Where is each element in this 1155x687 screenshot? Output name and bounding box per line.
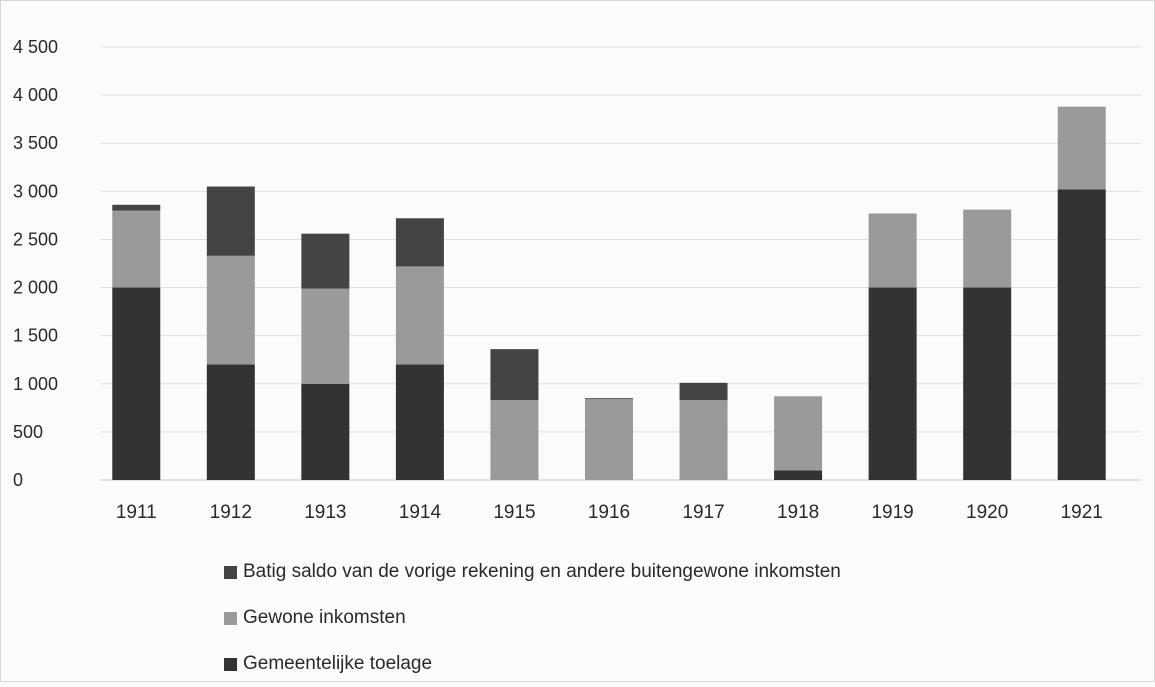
x-tick-label: 1914: [399, 502, 442, 523]
x-tick-label: 1918: [777, 502, 819, 523]
bar-segment: [868, 287, 917, 480]
legend-swatch: [224, 565, 237, 579]
bar-segment: [1057, 106, 1106, 190]
legend-swatch: [224, 657, 237, 671]
bar-segment: [301, 288, 350, 384]
y-tick-label: 2 500: [13, 229, 58, 249]
x-tick-label: 1917: [682, 502, 724, 523]
bar-segment: [112, 204, 161, 211]
bar-segment: [206, 186, 255, 256]
bar-segment: [774, 396, 823, 471]
bar-segment: [679, 382, 728, 401]
legend-swatch: [224, 611, 237, 625]
x-tick-label: 1921: [1061, 502, 1103, 523]
bar-segment: [112, 287, 161, 480]
legend-item: Gemeentelijke toelage: [224, 641, 841, 687]
legend-label: Batig saldo van de vorige rekening en an…: [243, 561, 841, 582]
y-axis-ticks: 0 500 1 000 1 500 2 000 2 500 3 000 3 500 4 000 4…: [13, 37, 58, 490]
x-tick-label: 1915: [493, 502, 535, 523]
y-tick-label: 3 000: [13, 181, 58, 201]
y-tick-label: 500: [13, 422, 43, 442]
x-tick-label: 1912: [210, 502, 252, 523]
bar-segment: [301, 233, 350, 289]
bar-segment: [1057, 189, 1106, 481]
bar-segment: [868, 213, 917, 288]
bar-segment: [490, 349, 539, 401]
x-tick-label: 1919: [871, 502, 913, 523]
bar-segment: [963, 209, 1012, 288]
bar-segment: [395, 266, 444, 365]
y-tick-label: 0: [13, 470, 23, 490]
bar-segment: [301, 383, 350, 480]
bar-segment: [585, 398, 633, 400]
bars-layer: [112, 106, 1106, 481]
legend-item: Batig saldo van de vorige rekening en an…: [224, 549, 841, 595]
legend-item: Gewone inkomsten: [224, 595, 841, 641]
bar-segment: [395, 364, 444, 480]
bar-segment: [679, 400, 728, 480]
x-axis-ticks: 1911 1912 1913 1914 1915 1916 1917 1918 1919 1920…: [116, 502, 1103, 523]
y-tick-label: 4 000: [13, 85, 58, 105]
x-tick-label: 1916: [588, 502, 630, 523]
bar-segment: [395, 218, 444, 267]
bar-segment: [963, 287, 1012, 480]
legend-label: Gewone inkomsten: [243, 607, 406, 628]
legend: Batig saldo van de vorige rekening en an…: [224, 549, 841, 687]
grid-layer: [101, 46, 1141, 481]
y-tick-label: 3 500: [13, 133, 58, 153]
bar-segment: [112, 210, 161, 288]
legend-label: Gemeentelijke toelage: [243, 653, 433, 674]
x-tick-label: 1913: [304, 502, 346, 523]
bar-segment: [490, 400, 539, 480]
y-tick-label: 4 500: [13, 37, 58, 57]
bar-segment: [774, 470, 823, 480]
x-tick-label: 1911: [116, 502, 157, 523]
y-tick-label: 1 000: [13, 374, 58, 394]
y-tick-label: 2 000: [13, 278, 58, 298]
x-tick-label: 1920: [966, 502, 1008, 523]
bar-segment: [206, 255, 255, 365]
y-tick-label: 1 500: [13, 326, 58, 346]
bar-segment: [206, 364, 255, 480]
bar-segment: [585, 399, 633, 480]
